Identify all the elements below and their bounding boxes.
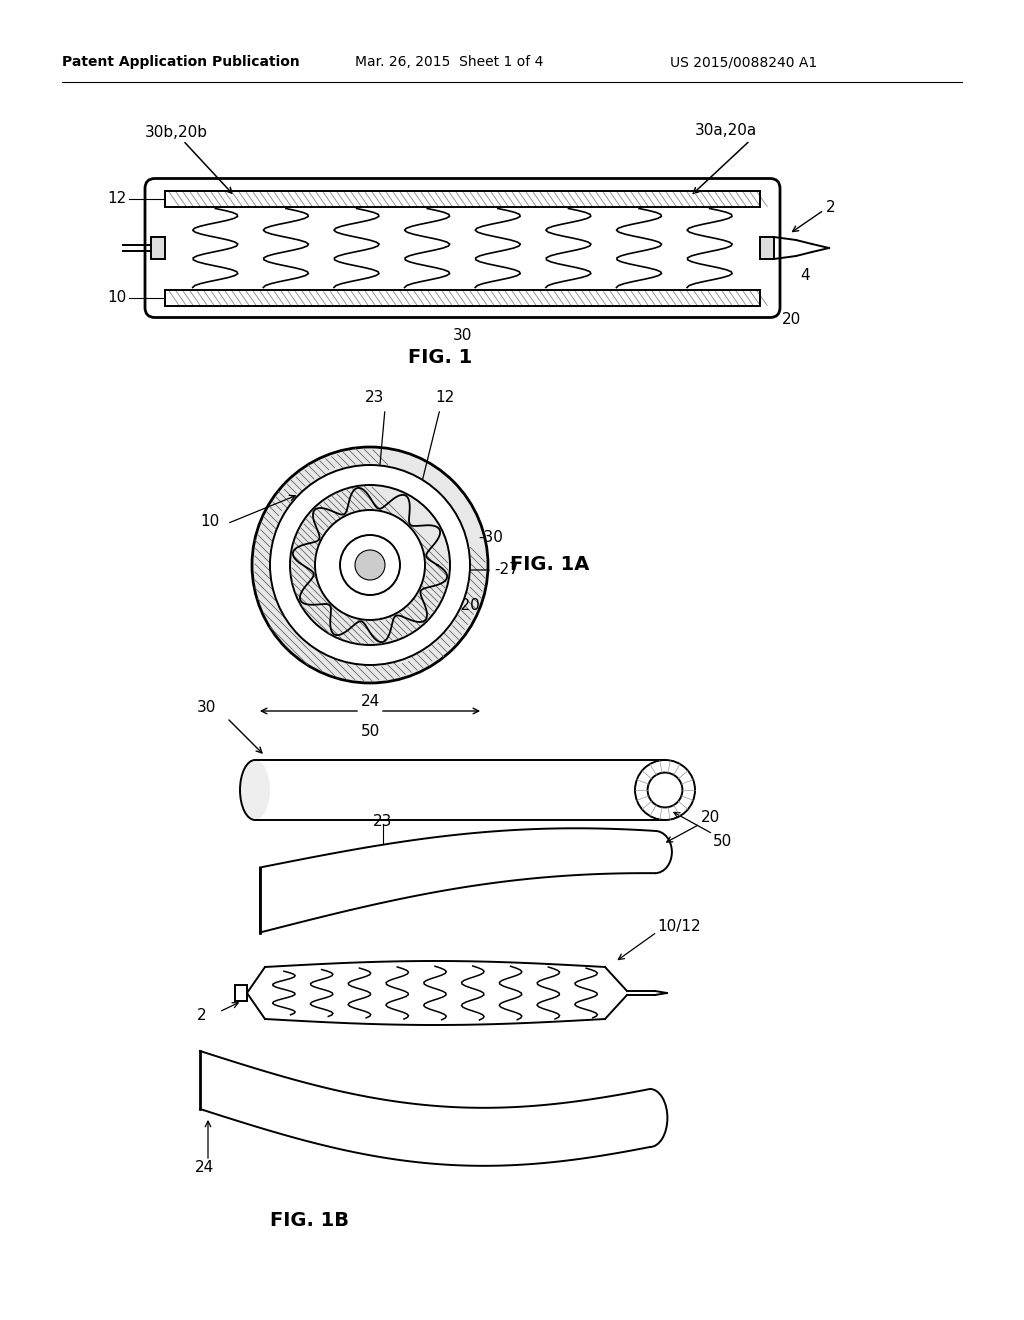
Text: 30: 30 [453, 327, 472, 343]
FancyBboxPatch shape [145, 178, 780, 318]
Text: 30: 30 [197, 701, 216, 715]
Text: 10: 10 [200, 515, 219, 529]
Text: Patent Application Publication: Patent Application Publication [62, 55, 300, 69]
Text: FIG. 1A: FIG. 1A [510, 556, 590, 574]
Bar [234, 985, 247, 1001]
Text: 50: 50 [360, 723, 380, 738]
Bar [165, 289, 760, 305]
Circle shape [647, 772, 682, 808]
Circle shape [355, 550, 385, 579]
Text: 12: 12 [108, 191, 127, 206]
Text: 23: 23 [366, 389, 385, 404]
Circle shape [252, 447, 488, 682]
Text: 2: 2 [198, 1007, 207, 1023]
Circle shape [340, 535, 400, 595]
Bar [165, 289, 760, 305]
Text: 10/12: 10/12 [657, 920, 700, 935]
Text: US 2015/0088240 A1: US 2015/0088240 A1 [670, 55, 817, 69]
Text: 24: 24 [195, 1159, 214, 1175]
Text: 20: 20 [701, 809, 720, 825]
Text: FIG. 1: FIG. 1 [408, 348, 472, 367]
Text: 12: 12 [435, 389, 455, 404]
Text: 23: 23 [373, 813, 392, 829]
Text: 30b,20b: 30b,20b [145, 125, 208, 140]
Text: 50: 50 [713, 834, 732, 850]
Text: 2: 2 [826, 201, 836, 215]
Bar [760, 238, 774, 259]
Bar [165, 190, 760, 206]
Text: 4: 4 [800, 268, 810, 284]
Circle shape [290, 484, 450, 645]
Bar [165, 190, 760, 206]
Circle shape [270, 465, 470, 665]
Text: FIG. 1B: FIG. 1B [270, 1212, 349, 1230]
Polygon shape [200, 1051, 650, 1166]
Text: 10: 10 [108, 290, 127, 305]
Text: 20: 20 [782, 312, 801, 327]
Text: 24: 24 [360, 694, 380, 709]
Text: -20: -20 [455, 598, 480, 612]
Text: -30: -30 [478, 529, 503, 544]
Text: 30a,20a: 30a,20a [695, 123, 758, 139]
Polygon shape [260, 828, 655, 932]
Circle shape [252, 447, 488, 682]
Ellipse shape [240, 760, 270, 820]
Text: Mar. 26, 2015  Sheet 1 of 4: Mar. 26, 2015 Sheet 1 of 4 [355, 55, 544, 69]
Text: -27: -27 [494, 562, 519, 578]
Polygon shape [265, 961, 605, 1026]
Circle shape [635, 760, 695, 820]
Circle shape [315, 510, 425, 620]
Bar [151, 238, 165, 259]
